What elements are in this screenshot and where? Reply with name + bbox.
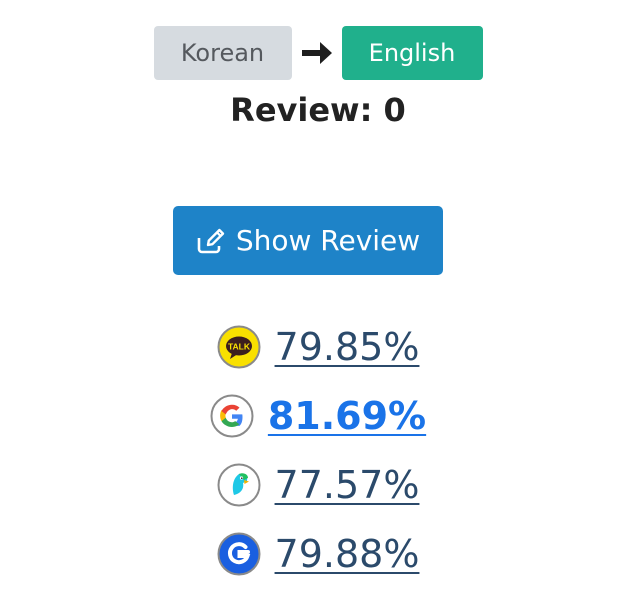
engine-row-papago: 77.57%: [0, 450, 636, 519]
engine-scores: TALK 79.85% 81.69%: [0, 312, 636, 588]
review-count: Review: 0: [230, 91, 406, 129]
show-review-label: Show Review: [235, 224, 421, 257]
show-review-button[interactable]: Show Review: [173, 206, 443, 275]
target-language-button[interactable]: English: [341, 26, 483, 80]
engine-row-google: 81.69%: [0, 381, 636, 450]
kakao-talk-icon: TALK: [217, 325, 261, 369]
engine-row-genie: 79.88%: [0, 519, 636, 588]
genie-icon: [217, 532, 261, 576]
language-selector: Korean English: [0, 26, 636, 80]
score-link-google[interactable]: 81.69%: [267, 393, 427, 438]
arrow-right-icon: [292, 26, 342, 80]
score-link-genie[interactable]: 79.88%: [274, 531, 420, 576]
score-link-papago[interactable]: 77.57%: [274, 462, 420, 507]
source-language-button[interactable]: Korean: [153, 26, 292, 80]
papago-icon: [217, 463, 261, 507]
engine-row-kakao: TALK 79.85%: [0, 312, 636, 381]
score-link-kakao[interactable]: 79.85%: [274, 324, 420, 369]
svg-text:TALK: TALK: [228, 341, 251, 351]
google-icon: [210, 394, 254, 438]
edit-icon: [196, 226, 226, 256]
